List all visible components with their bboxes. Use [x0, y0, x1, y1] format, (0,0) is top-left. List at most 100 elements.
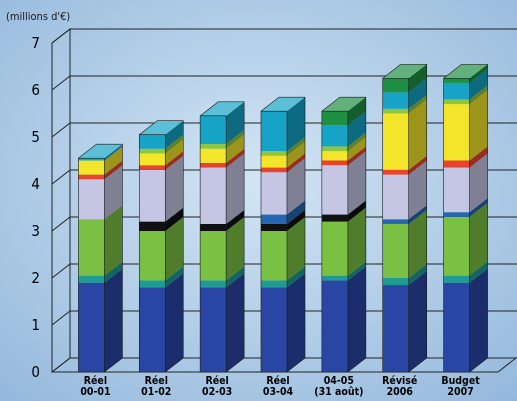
gridline	[51, 310, 517, 326]
bar-segment-side	[226, 153, 245, 224]
x-category-label: 02-03	[202, 386, 232, 398]
bar-segment	[382, 108, 409, 114]
bar-segment-side	[226, 130, 245, 149]
bar-segment	[382, 113, 409, 170]
bar-segment-side	[104, 261, 123, 283]
bar-segment-side	[287, 209, 305, 231]
y-tick-label: 6	[31, 81, 40, 99]
x-category-label: 04-05	[324, 375, 354, 387]
bar-segment-side	[408, 94, 427, 114]
bar-segment-side	[469, 90, 488, 161]
bar-segment-side	[347, 266, 366, 372]
bar-segment	[139, 280, 166, 288]
bar-segment-side	[347, 97, 366, 126]
bar-segment	[139, 153, 166, 166]
bar-segment-side	[226, 266, 245, 288]
gridline	[51, 216, 517, 232]
bar-segment-side	[469, 85, 488, 105]
bar-segment	[382, 285, 409, 372]
bar-segment	[321, 214, 348, 222]
bar-segment	[443, 99, 470, 105]
bar-segment-side	[104, 144, 123, 161]
bar-outline	[261, 110, 288, 372]
bar-outline	[139, 134, 166, 372]
bar-segment	[443, 167, 470, 213]
bar-segment	[261, 280, 287, 288]
bar-segment-side	[165, 273, 184, 372]
bar-segment-side	[408, 99, 427, 170]
bar-segment	[321, 151, 348, 161]
bar-segment-side	[347, 207, 366, 276]
x-category-label: 01-02	[141, 386, 171, 398]
bar-segment-side	[165, 155, 184, 222]
bar-segment-side	[347, 137, 366, 161]
bar-segment	[261, 287, 287, 372]
bar-segment-side	[287, 137, 305, 156]
bar-segment-side	[469, 261, 488, 283]
bar-outline	[443, 77, 470, 372]
bar-segment-side	[347, 132, 366, 152]
bar-segment-side	[469, 268, 488, 372]
bar-segment-side	[347, 261, 366, 281]
bar-segment	[200, 287, 227, 372]
bar-segment-side	[226, 209, 245, 231]
bar-segment-side	[287, 273, 305, 372]
bar-segment-side	[347, 151, 366, 215]
bar-segment-side	[226, 134, 245, 163]
bar-top	[78, 144, 123, 159]
bar-segment	[443, 282, 470, 372]
bar-segment-side	[104, 205, 123, 276]
bar-segment-side	[287, 141, 305, 168]
bar-segment-side	[408, 209, 427, 278]
bar-segment-side	[408, 264, 427, 286]
bar-segment	[382, 92, 409, 109]
x-category-label: Réel	[205, 375, 228, 387]
bar-segment	[382, 78, 409, 93]
bar-top	[382, 64, 427, 79]
bar-segment-side	[408, 160, 427, 220]
bar-segment-side	[408, 271, 427, 372]
bar-segment-side	[408, 64, 427, 93]
x-category-label: 00-01	[80, 386, 110, 398]
y-tick-label: 1	[31, 316, 40, 334]
bar-segment	[200, 223, 227, 231]
bar-segment-side	[104, 268, 123, 372]
grid	[51, 27, 517, 374]
bar-segment-side	[104, 160, 123, 180]
bar-top	[261, 97, 305, 112]
bar-segment-side	[165, 151, 184, 170]
bar-segment	[321, 280, 348, 372]
bar-segment-side	[287, 97, 305, 152]
bar-segment	[200, 144, 227, 149]
bar-segment	[200, 167, 227, 224]
gridline	[51, 263, 517, 279]
bar	[321, 96, 367, 373]
bar-segment	[443, 104, 470, 161]
bar	[138, 120, 184, 373]
gridline	[51, 75, 517, 91]
gridline	[51, 122, 517, 138]
bar-segment-side	[287, 200, 305, 224]
x-category-label: Réel	[84, 375, 107, 387]
bar-segment-side	[347, 146, 366, 166]
gridline	[51, 357, 517, 373]
x-category-label: Budget	[441, 375, 480, 387]
bar-segment-side	[469, 146, 488, 168]
x-category-label: Révisé	[382, 375, 417, 387]
bar-segment	[382, 174, 409, 220]
bar-segment-side	[165, 120, 184, 149]
bar-top	[139, 120, 184, 135]
bar-segment-side	[165, 139, 184, 166]
bar-segment-side	[347, 200, 366, 222]
bar	[443, 63, 488, 373]
bar-segment-side	[287, 217, 305, 281]
x-category-label: 2006	[387, 386, 414, 398]
bar	[382, 63, 428, 373]
bar-segment	[443, 216, 470, 276]
bar-segment	[321, 275, 348, 281]
bar-segment-side	[104, 165, 123, 220]
bar-segment	[443, 160, 470, 168]
bar-segment	[321, 221, 348, 276]
bar-segment	[200, 162, 227, 168]
bar-segment-side	[226, 101, 245, 145]
